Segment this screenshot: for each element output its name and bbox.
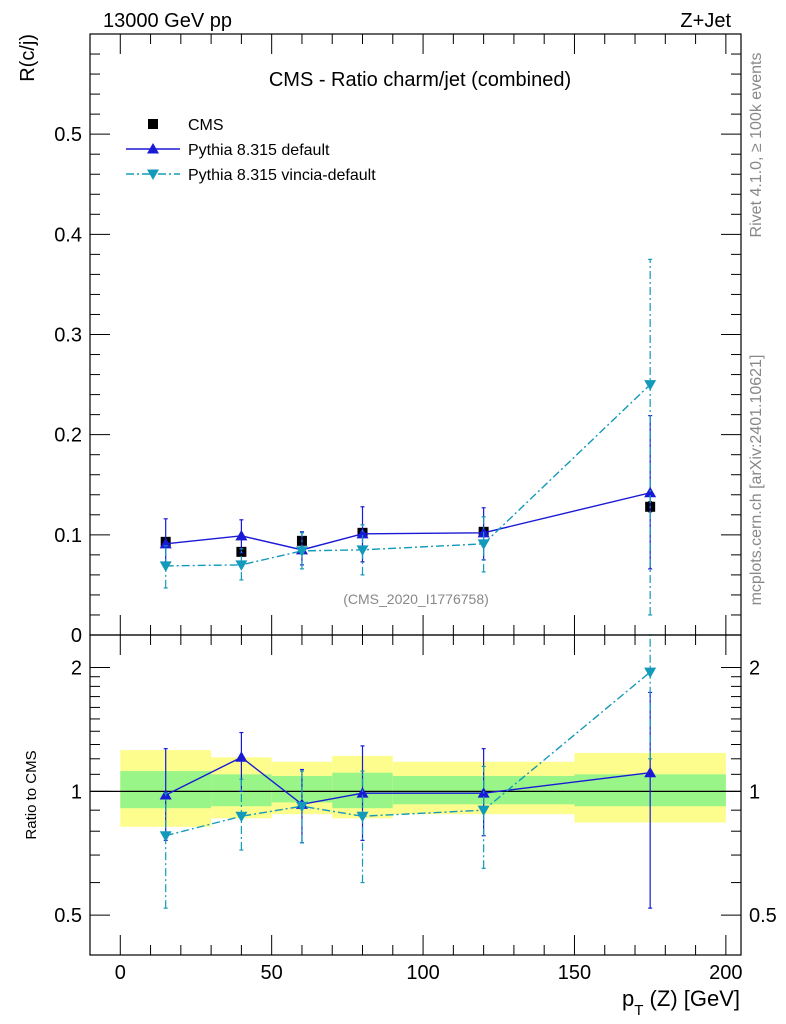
x-axis-label: pT (Z) [GeV] (622, 986, 740, 1019)
main-y-tick-label: 0 (71, 625, 82, 647)
x-axis-label-rest: (Z) [GeV] (643, 986, 740, 1011)
x-axis-label-main: p (622, 986, 634, 1011)
legend-label-pythia-8-315-default: Pythia 8.315 default (188, 142, 330, 159)
pythia-8-315-default-point (644, 486, 657, 498)
series-1 (159, 415, 657, 570)
main-y-tick-label: 0.5 (54, 124, 82, 146)
pythia-8-315-default-point (356, 527, 369, 539)
ratio-y-axis-label: Ratio to CMS (23, 750, 40, 839)
ratio-y-tick-label-right: 2 (749, 658, 760, 680)
pythia-8-315-vincia-default-point (644, 380, 657, 391)
side-mcplots-label: mcplots.cern.ch [arXiv:2401.10621] (748, 355, 765, 606)
x-tick-label: 50 (261, 962, 283, 984)
series-2 (159, 258, 657, 616)
main-y-tick-label: 0.3 (54, 325, 82, 347)
ratio-uncertainty-bands (90, 750, 741, 827)
header-left-label: 13000 GeV pp (103, 10, 232, 32)
x-axis-label-sub: T (634, 1002, 643, 1019)
ratio-axis-ticks: 0.5 0.5 1 1 2 2 0 50 100 150 200 (54, 635, 777, 984)
ratio-y-tick-label: 0.5 (54, 905, 82, 927)
ratio-pythia-8-315-vincia-default-line (165, 671, 651, 837)
ratio-pythia-8-315-vincia-default-point (356, 811, 369, 823)
ratio-y-tick-label: 2 (71, 658, 82, 680)
ratio-pythia-8-315-vincia-default-point (644, 667, 657, 679)
pythia-8-315-default-line (165, 492, 651, 551)
ratio-series-2 (159, 634, 657, 909)
legend-marker-cms (148, 119, 158, 129)
x-tick-label: 150 (558, 962, 591, 984)
pythia-8-315-vincia-default-point (356, 545, 369, 556)
ratio-series-layer (159, 634, 657, 909)
ratio-y-tick-label: 1 (71, 781, 82, 803)
legend-marker-pythia-8-315-vincia-default (147, 169, 159, 180)
ratio-y-tick-label-right: 1 (749, 781, 760, 803)
ratio-pythia-8-315-vincia-default-point (159, 831, 172, 842)
ratio-pythia-8-315-default-line (165, 756, 651, 806)
main-title: CMS - Ratio charm/jet (combined) (269, 69, 571, 91)
pythia-8-315-vincia-default-point (295, 546, 308, 557)
main-y-tick-label: 0.1 (54, 525, 82, 547)
pythia-8-315-vincia-default-line (165, 384, 651, 567)
main-axis-ticks: 0 0.1 0.2 0.3 0.4 0.5 (54, 34, 741, 647)
ratio-pythia-8-315-default-point (644, 766, 657, 778)
main-panel: 0 0.1 0.2 0.3 0.4 0.5 CMS - Ratio charm/jet (… (17, 33, 742, 647)
main-series-layer (159, 258, 657, 616)
pythia-8-315-vincia-default-point (477, 539, 490, 550)
x-tick-label: 200 (709, 962, 742, 984)
legend-marker-pythia-8-315-default (147, 143, 159, 154)
main-watermark: (CMS_2020_I1776758) (343, 591, 489, 607)
ratio-pythia-8-315-vincia-default-point (295, 801, 308, 813)
ratio-pythia-8-315-default-point (356, 787, 369, 798)
pythia-8-315-vincia-default-point (235, 560, 248, 571)
ratio-pythia-8-315-vincia-default-point (235, 811, 248, 823)
side-rivet-label: Rivet 4.1.0, ≥ 100k events (748, 53, 765, 238)
ratio-pythia-8-315-vincia-default-point (477, 805, 490, 817)
legend-label-cms: CMS (188, 117, 224, 134)
ratio-pythia-8-315-default-point (235, 751, 248, 762)
pythia-8-315-vincia-default-point (159, 561, 172, 572)
main-legend: CMS Pythia 8.315 default Pythia 8.315 vinc… (126, 117, 376, 184)
legend-label-pythia-8-315-vincia-default: Pythia 8.315 vincia-default (188, 167, 376, 184)
ratio-panel-frame (89, 634, 742, 956)
ratio-panel: 0.5 0.5 1 1 2 2 0 50 100 150 200 Ratio to CMS (23, 634, 777, 984)
pythia-8-315-default-point (235, 529, 248, 541)
ratio-y-tick-label-right: 0.5 (749, 905, 777, 927)
main-y-tick-label: 0.2 (54, 425, 82, 447)
x-tick-label: 0 (115, 962, 126, 984)
pythia-8-315-default-point (159, 537, 172, 549)
main-y-axis-label: R(c/j) (17, 34, 39, 82)
main-y-tick-label: 0.4 (54, 224, 82, 246)
x-tick-label: 100 (406, 962, 439, 984)
header-right-label: Z+Jet (680, 10, 731, 32)
